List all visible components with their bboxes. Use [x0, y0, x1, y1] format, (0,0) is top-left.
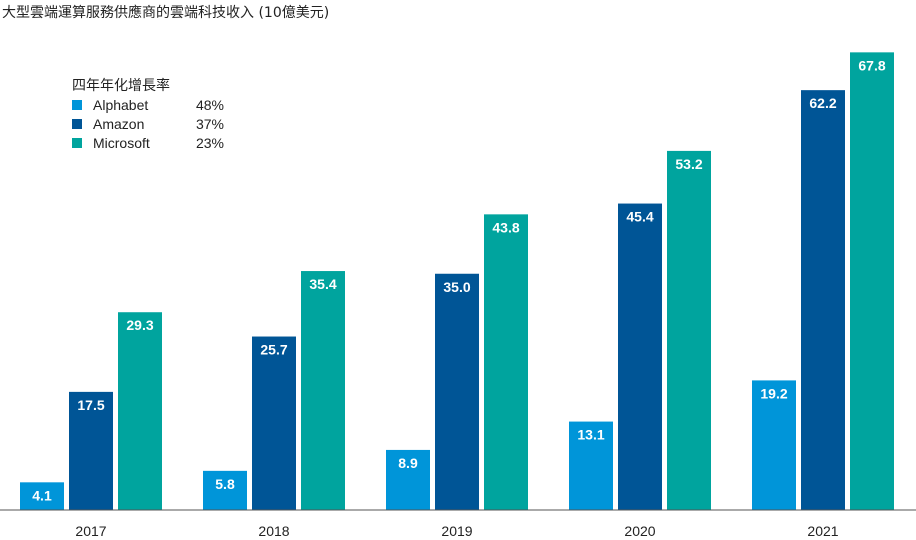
legend-swatch-amazon [72, 119, 82, 129]
legend-cagr-microsoft: 23% [196, 135, 224, 151]
bar-amazon-2020 [618, 203, 662, 511]
data-label-alphabet-2018: 5.8 [215, 476, 235, 492]
data-label-amazon-2019: 35.0 [443, 279, 470, 295]
legend-swatch-microsoft [72, 138, 82, 148]
bar-microsoft-2017 [118, 312, 162, 510]
data-label-microsoft-2019: 43.8 [492, 219, 519, 235]
bar-amazon-2017 [69, 391, 113, 510]
x-tick-label-2018: 2018 [258, 523, 289, 539]
data-label-amazon-2018: 25.7 [260, 342, 287, 358]
bar-alphabet-2019 [386, 449, 430, 510]
data-label-microsoft-2020: 53.2 [675, 156, 702, 172]
legend-label-microsoft: Microsoft [93, 135, 150, 151]
bar-amazon-2021 [801, 90, 845, 511]
bar-alphabet-2017 [20, 482, 64, 510]
legend-label-amazon: Amazon [93, 116, 144, 132]
data-label-alphabet-2019: 8.9 [398, 455, 418, 471]
bar-microsoft-2019 [484, 214, 528, 510]
data-label-amazon-2017: 17.5 [77, 397, 104, 413]
data-label-amazon-2020: 45.4 [626, 209, 653, 225]
legend-cagr-alphabet: 48% [196, 97, 224, 113]
x-tick-label-2021: 2021 [807, 523, 838, 539]
data-label-amazon-2021: 62.2 [809, 95, 836, 111]
data-label-alphabet-2017: 4.1 [32, 487, 52, 503]
bar-microsoft-2018 [301, 271, 345, 510]
x-tick-label-2019: 2019 [441, 523, 472, 539]
data-label-microsoft-2018: 35.4 [309, 276, 336, 292]
chart-title: 大型雲端運算服務供應商的雲端科技收入 (10億美元) [2, 5, 330, 21]
bar-alphabet-2021 [752, 380, 796, 510]
bar-microsoft-2021 [850, 52, 894, 510]
bar-amazon-2018 [252, 336, 296, 510]
legend-title: 四年年化增長率 [72, 77, 170, 94]
legend-label-alphabet: Alphabet [93, 97, 148, 113]
bar-amazon-2019 [435, 273, 479, 510]
data-label-alphabet-2021: 19.2 [760, 385, 787, 401]
data-label-alphabet-2020: 13.1 [577, 427, 604, 443]
x-tick-label-2020: 2020 [624, 523, 655, 539]
bar-microsoft-2020 [667, 150, 711, 510]
bar-alphabet-2020 [569, 421, 613, 510]
legend-cagr-amazon: 37% [196, 116, 224, 132]
bar-alphabet-2018 [203, 470, 247, 510]
data-label-microsoft-2021: 67.8 [858, 57, 885, 73]
legend-swatch-alphabet [72, 100, 82, 110]
x-tick-label-2017: 2017 [75, 523, 106, 539]
data-label-microsoft-2017: 29.3 [126, 317, 153, 333]
